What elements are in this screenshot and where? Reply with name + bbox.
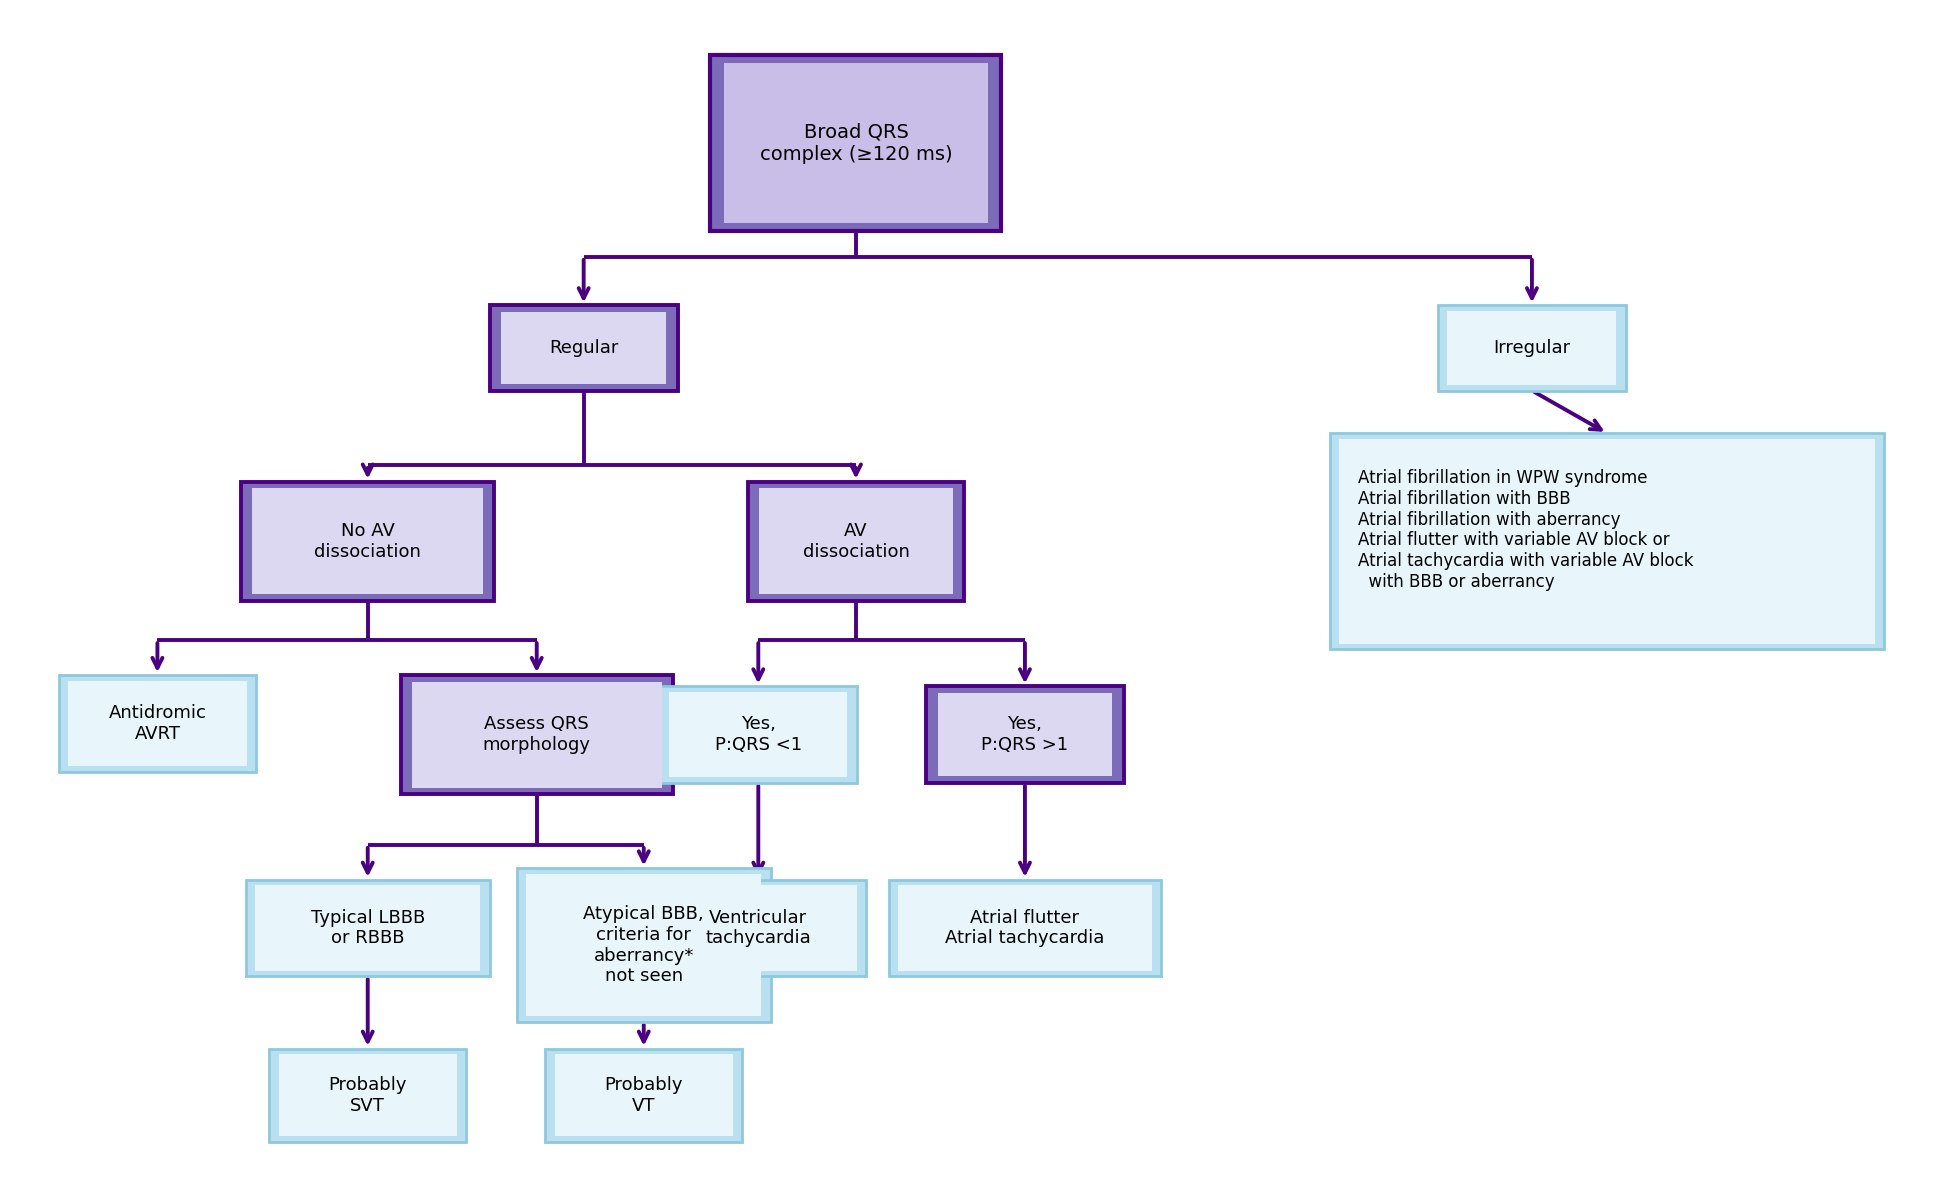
FancyBboxPatch shape xyxy=(252,488,483,594)
Text: Atrial fibrillation in WPW syndrome
Atrial fibrillation with BBB
Atrial fibrilla: Atrial fibrillation in WPW syndrome Atri… xyxy=(1357,469,1693,591)
Text: No AV
dissociation: No AV dissociation xyxy=(315,521,420,561)
Text: AV
dissociation: AV dissociation xyxy=(802,521,909,561)
Text: Irregular: Irregular xyxy=(1492,339,1570,357)
Text: Atypical BBB,
criteria for
aberrancy*
not seen: Atypical BBB, criteria for aberrancy* no… xyxy=(583,905,704,986)
FancyBboxPatch shape xyxy=(759,488,952,594)
FancyBboxPatch shape xyxy=(254,885,481,971)
FancyBboxPatch shape xyxy=(927,686,1122,783)
FancyBboxPatch shape xyxy=(659,686,856,783)
FancyBboxPatch shape xyxy=(59,675,256,771)
FancyBboxPatch shape xyxy=(1339,438,1873,643)
FancyBboxPatch shape xyxy=(723,63,987,223)
FancyBboxPatch shape xyxy=(401,675,673,794)
FancyBboxPatch shape xyxy=(710,55,1001,231)
FancyBboxPatch shape xyxy=(413,681,661,788)
Text: Broad QRS
complex (≥120 ms): Broad QRS complex (≥120 ms) xyxy=(759,123,952,164)
FancyBboxPatch shape xyxy=(68,680,246,766)
Text: Probably
VT: Probably VT xyxy=(604,1076,682,1115)
FancyBboxPatch shape xyxy=(936,693,1112,776)
Text: Yes,
P:QRS >1: Yes, P:QRS >1 xyxy=(981,716,1067,754)
FancyBboxPatch shape xyxy=(555,1055,733,1136)
FancyBboxPatch shape xyxy=(240,481,495,601)
Text: Regular: Regular xyxy=(549,339,618,357)
FancyBboxPatch shape xyxy=(270,1049,465,1142)
FancyBboxPatch shape xyxy=(888,879,1161,976)
FancyBboxPatch shape xyxy=(545,1049,743,1142)
FancyBboxPatch shape xyxy=(489,306,676,391)
Text: Ventricular
tachycardia: Ventricular tachycardia xyxy=(706,909,811,948)
Text: Assess QRS
morphology: Assess QRS morphology xyxy=(483,716,590,754)
Text: Atrial flutter
Atrial tachycardia: Atrial flutter Atrial tachycardia xyxy=(944,909,1105,948)
FancyBboxPatch shape xyxy=(669,692,847,777)
FancyBboxPatch shape xyxy=(1329,434,1883,649)
Text: Yes,
P:QRS <1: Yes, P:QRS <1 xyxy=(714,716,802,754)
FancyBboxPatch shape xyxy=(1447,310,1615,385)
FancyBboxPatch shape xyxy=(747,481,964,601)
FancyBboxPatch shape xyxy=(649,879,866,976)
Text: Probably
SVT: Probably SVT xyxy=(328,1076,407,1115)
FancyBboxPatch shape xyxy=(516,869,770,1021)
FancyBboxPatch shape xyxy=(659,885,856,971)
Text: Antidromic
AVRT: Antidromic AVRT xyxy=(108,704,205,743)
FancyBboxPatch shape xyxy=(246,879,489,976)
FancyBboxPatch shape xyxy=(526,875,760,1017)
Text: Typical LBBB
or RBBB: Typical LBBB or RBBB xyxy=(311,909,424,948)
FancyBboxPatch shape xyxy=(278,1055,457,1136)
FancyBboxPatch shape xyxy=(1437,306,1625,391)
FancyBboxPatch shape xyxy=(500,312,667,384)
FancyBboxPatch shape xyxy=(897,885,1151,971)
